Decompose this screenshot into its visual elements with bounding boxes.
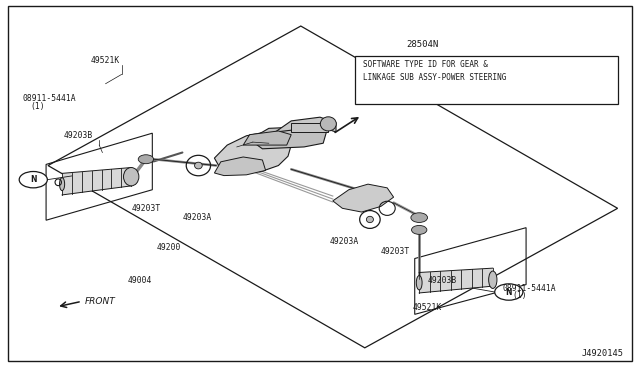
Ellipse shape	[60, 178, 65, 190]
Polygon shape	[419, 268, 493, 293]
Text: 49203T: 49203T	[381, 247, 410, 256]
Text: 49200: 49200	[157, 243, 181, 252]
Ellipse shape	[489, 271, 497, 288]
Circle shape	[412, 225, 427, 234]
Text: 49203A: 49203A	[330, 237, 359, 246]
Text: 28504N: 28504N	[406, 40, 438, 49]
Polygon shape	[214, 157, 266, 176]
Polygon shape	[62, 167, 131, 195]
Text: SOFTWARE TYPE ID FOR GEAR &
LINKAGE SUB ASSY-POWER STEERING: SOFTWARE TYPE ID FOR GEAR & LINKAGE SUB …	[363, 60, 506, 83]
Text: 49203B: 49203B	[64, 131, 93, 140]
Text: (1): (1)	[31, 102, 45, 110]
Polygon shape	[214, 132, 291, 173]
Ellipse shape	[321, 117, 337, 131]
Text: 49004: 49004	[128, 276, 152, 285]
Bar	[355, 56, 618, 104]
Circle shape	[138, 155, 154, 164]
Ellipse shape	[366, 217, 373, 222]
Text: FRONT: FRONT	[85, 297, 116, 306]
Polygon shape	[275, 117, 336, 132]
Polygon shape	[250, 126, 326, 149]
Circle shape	[495, 284, 523, 300]
Text: 08911-5441A: 08911-5441A	[502, 284, 556, 293]
Text: 08911-5441A: 08911-5441A	[22, 94, 76, 103]
Text: 49203T: 49203T	[131, 204, 161, 213]
Circle shape	[411, 213, 428, 222]
Polygon shape	[291, 123, 328, 132]
Text: 49203B: 49203B	[428, 276, 457, 285]
Ellipse shape	[124, 167, 139, 186]
Text: 49203A: 49203A	[182, 213, 212, 222]
Text: N: N	[506, 288, 512, 296]
Text: 49521K: 49521K	[91, 56, 120, 65]
Ellipse shape	[417, 276, 422, 290]
Ellipse shape	[195, 162, 202, 169]
Text: (1): (1)	[512, 291, 527, 300]
Polygon shape	[243, 131, 291, 145]
Text: J4920145: J4920145	[582, 349, 624, 358]
Polygon shape	[333, 184, 394, 212]
Text: N: N	[30, 175, 36, 184]
Circle shape	[19, 171, 47, 188]
Text: 49521K: 49521K	[413, 303, 442, 312]
